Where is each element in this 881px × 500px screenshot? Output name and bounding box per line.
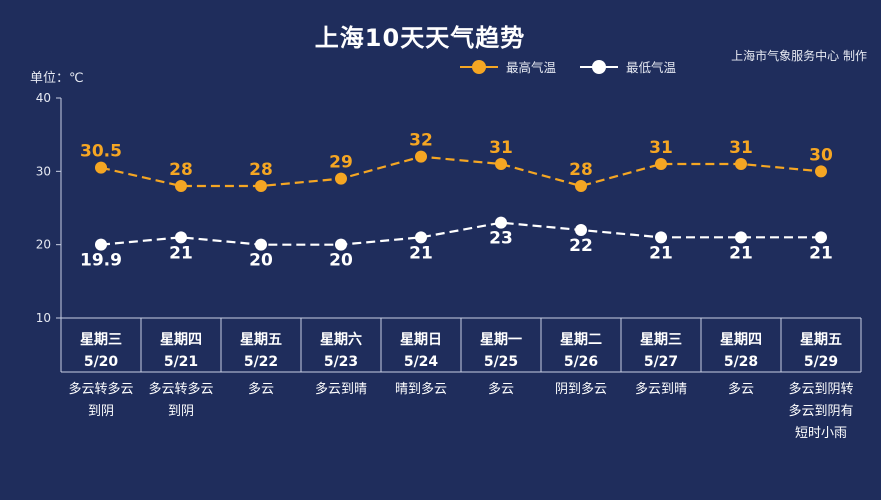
series-line-high xyxy=(100,155,822,188)
weather-description: 多云 xyxy=(728,381,754,397)
point-low xyxy=(575,224,587,236)
data-label-high: 31 xyxy=(729,138,753,158)
x-tick-date: 5/22 xyxy=(244,354,278,370)
data-label-high: 28 xyxy=(249,160,273,180)
point-high xyxy=(175,180,187,192)
x-tick-weekday: 星期三 xyxy=(80,332,122,348)
weather-description: 短时小雨 xyxy=(795,426,847,441)
x-tick-date: 5/23 xyxy=(324,354,358,370)
x-tick-weekday: 星期三 xyxy=(640,332,682,348)
x-tick-date: 5/26 xyxy=(564,354,598,370)
x-tick-date: 5/28 xyxy=(724,354,758,370)
data-label-high: 30.5 xyxy=(80,142,122,162)
series-line-low xyxy=(100,221,821,246)
data-label-low: 21 xyxy=(649,243,673,263)
data-label-high: 29 xyxy=(329,153,353,173)
data-label-low: 21 xyxy=(729,243,753,263)
weather-description: 多云转多云 xyxy=(148,381,213,397)
data-label-high: 28 xyxy=(169,160,193,180)
chart-title: 上海10天天气趋势 xyxy=(314,24,526,52)
y-tick-label: 40 xyxy=(36,91,51,105)
x-tick-date: 5/25 xyxy=(484,354,518,370)
unit-label: 单位：℃ xyxy=(30,71,84,86)
point-high xyxy=(335,172,347,185)
point-low xyxy=(95,238,107,251)
point-high xyxy=(95,161,107,174)
y-tick-label: 30 xyxy=(36,164,51,178)
data-label-low: 21 xyxy=(409,243,433,263)
weather-description: 晴到多云 xyxy=(395,381,447,397)
x-tick-weekday: 星期二 xyxy=(560,332,602,348)
credit-text: 上海市气象服务中心 制作 xyxy=(731,49,867,63)
weather-description: 多云转多云 xyxy=(68,381,133,397)
legend-item-high: 最高气温 xyxy=(460,57,556,76)
data-label-low: 22 xyxy=(569,236,593,256)
legend: 最高气温 最低气温 xyxy=(460,57,676,76)
weather-description: 多云到晴 xyxy=(315,381,367,397)
x-tick-date: 5/24 xyxy=(404,354,439,370)
data-label-low: 20 xyxy=(249,251,273,271)
data-label-high: 32 xyxy=(409,131,433,151)
point-low xyxy=(815,231,827,244)
data-label-low: 21 xyxy=(809,243,833,263)
point-low xyxy=(335,238,347,251)
x-tick-weekday: 星期五 xyxy=(800,332,842,348)
point-low xyxy=(655,231,667,244)
legend-item-low: 最低气温 xyxy=(580,57,676,76)
point-high xyxy=(815,165,827,178)
legend-label-low: 最低气温 xyxy=(626,60,677,75)
data-label-low: 21 xyxy=(169,243,193,263)
data-label-high: 30 xyxy=(809,145,833,165)
x-tick-weekday: 星期四 xyxy=(720,332,762,348)
weather-description: 阴到多云 xyxy=(555,381,607,397)
x-tick-weekday: 星期日 xyxy=(400,332,442,348)
point-low xyxy=(415,231,427,244)
point-low xyxy=(735,231,747,244)
point-low xyxy=(495,216,507,229)
weather-description: 多云到阴有 xyxy=(788,403,853,419)
weather-description: 多云到阴转 xyxy=(788,381,853,397)
point-high xyxy=(255,180,267,192)
x-tick-date: 5/21 xyxy=(164,354,198,370)
x-tick-date: 5/29 xyxy=(804,354,838,370)
data-label-low: 20 xyxy=(329,251,353,271)
weather-description: 多云到晴 xyxy=(635,381,687,397)
data-label-low: 19.9 xyxy=(80,251,122,271)
y-tick-label: 20 xyxy=(36,238,51,252)
point-low xyxy=(255,238,267,251)
data-label-low: 23 xyxy=(489,229,513,249)
point-high xyxy=(415,150,427,163)
weather-description: 到阴 xyxy=(88,404,114,419)
point-low xyxy=(175,231,187,244)
point-high xyxy=(735,158,747,170)
point-high xyxy=(495,158,507,170)
weather-description: 多云 xyxy=(488,381,514,397)
data-label-high: 31 xyxy=(489,138,513,158)
weather-description: 到阴 xyxy=(168,404,194,419)
data-label-high: 28 xyxy=(569,160,593,180)
x-tick-weekday: 星期一 xyxy=(480,332,522,348)
x-tick-weekday: 星期六 xyxy=(320,331,362,348)
x-tick-date: 5/27 xyxy=(644,354,678,370)
legend-label-high: 最高气温 xyxy=(506,60,557,75)
weather-description: 多云 xyxy=(248,381,274,397)
y-tick-label: 10 xyxy=(36,311,51,325)
legend-swatch-high xyxy=(460,59,498,74)
point-high xyxy=(655,158,667,170)
point-high xyxy=(575,180,587,192)
x-tick-weekday: 星期五 xyxy=(240,332,282,348)
legend-swatch-low xyxy=(580,59,619,74)
data-label-high: 31 xyxy=(649,138,673,158)
x-tick-weekday: 星期四 xyxy=(160,332,202,348)
x-tick-date: 5/20 xyxy=(84,354,119,370)
